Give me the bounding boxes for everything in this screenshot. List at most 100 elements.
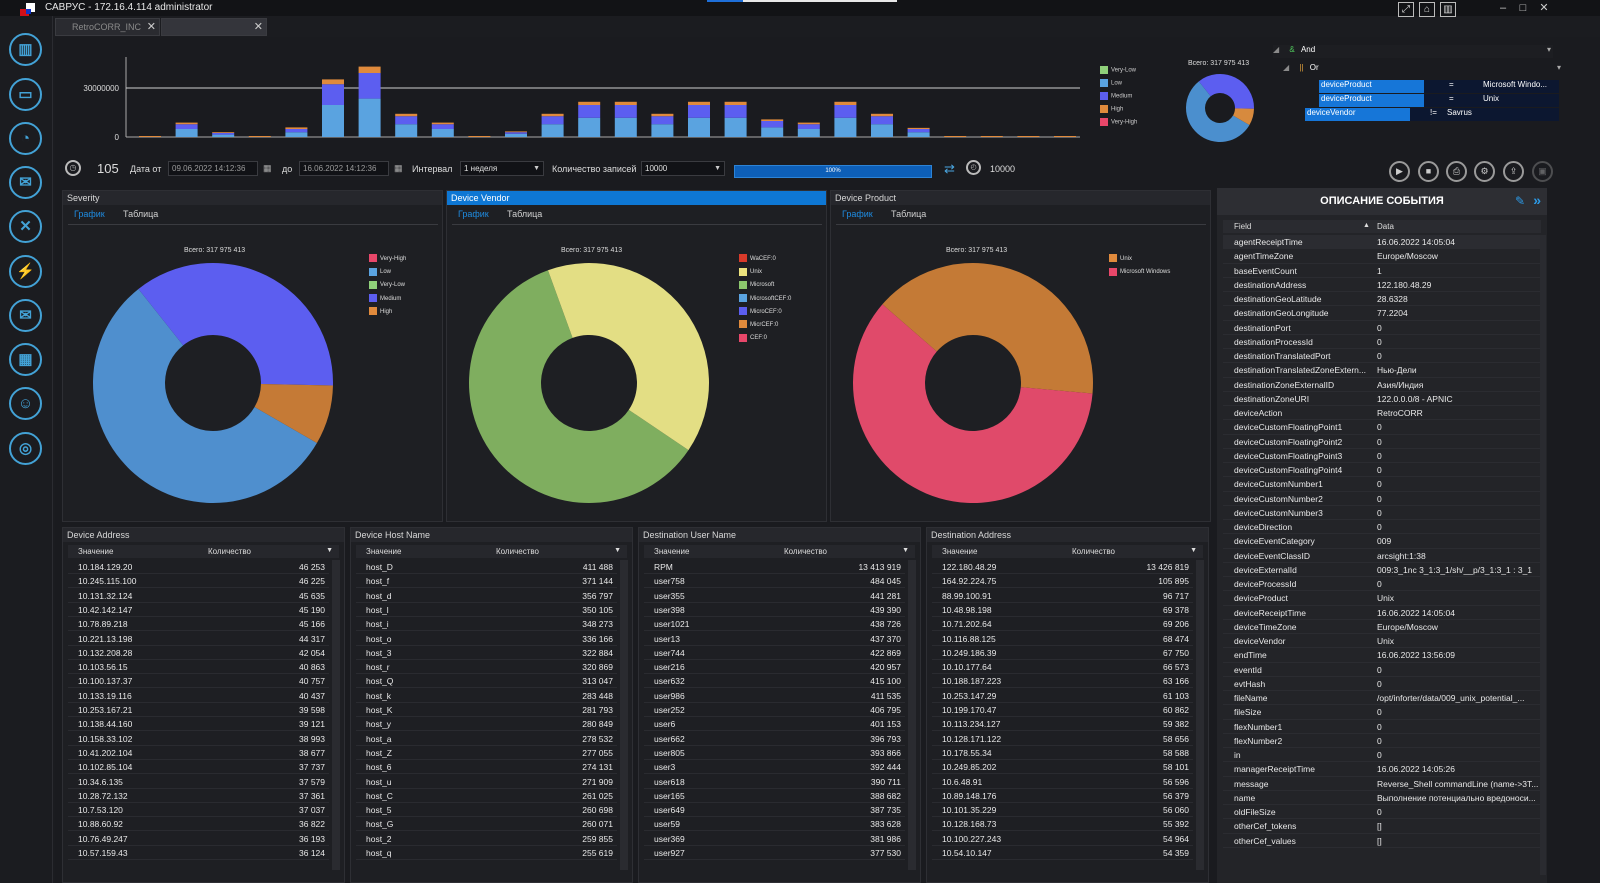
- table-row[interactable]: 10.132.208.28 42 054: [68, 646, 329, 660]
- bar-segment[interactable]: [688, 101, 710, 105]
- pie-slice[interactable]: [547, 263, 709, 451]
- date-to-input[interactable]: 16.06.2022 14:12:36: [299, 161, 389, 176]
- table-row[interactable]: 10.249.85.202 58 101: [932, 760, 1193, 775]
- table-row[interactable]: 10.103.56.15 40 863: [68, 660, 329, 675]
- table-row[interactable]: 10.131.32.124 45 635: [68, 589, 329, 603]
- dropdown-arrow-icon[interactable]: ▾: [1556, 63, 1561, 72]
- tab-table[interactable]: Таблица: [507, 209, 543, 219]
- bar-segment[interactable]: [614, 105, 637, 118]
- table-row[interactable]: 10.78.89.218 45 166: [68, 617, 329, 632]
- chart-icon[interactable]: ▥: [1440, 2, 1456, 17]
- bar-segment[interactable]: [871, 113, 893, 117]
- event-row[interactable]: deviceCustomFloatingPoint3 0: [1223, 449, 1541, 463]
- event-row[interactable]: baseEventCount 1: [1223, 264, 1541, 278]
- tab-retrocorr[interactable]: RetroCORR_INC ✕: [55, 18, 160, 36]
- dropdown-arrow-icon[interactable]: ▾: [1546, 45, 1551, 54]
- stop-button[interactable]: ■: [1418, 161, 1439, 182]
- table-row[interactable]: host_k 283 448: [356, 689, 617, 703]
- bar-segment[interactable]: [285, 129, 308, 133]
- table-row[interactable]: 10.184.129.20 46 253: [68, 560, 329, 574]
- table-row[interactable]: 10.100.227.243 54 964: [932, 832, 1193, 846]
- event-row[interactable]: fileName/opt/inforter/data/009_unix_pote…: [1223, 691, 1541, 706]
- pie-slice[interactable]: [138, 263, 333, 386]
- table-row[interactable]: 10.57.159.43 36 124: [68, 846, 329, 860]
- event-row[interactable]: destinationAddress 122.180.48.29: [1223, 278, 1541, 292]
- tools-icon[interactable]: ✕: [9, 210, 42, 243]
- event-row[interactable]: deviceCustomNumber1 0: [1223, 477, 1541, 492]
- bar-segment[interactable]: [907, 132, 930, 137]
- filter-condition[interactable]: deviceProduct = Unix: [1319, 94, 1559, 107]
- bar-segment[interactable]: [614, 117, 637, 137]
- event-row[interactable]: destinationGeoLatitude 28.6328: [1223, 292, 1541, 307]
- event-row[interactable]: deviceCustomFloatingPoint2 0: [1223, 435, 1541, 449]
- bar-segment[interactable]: [797, 122, 820, 125]
- table-row[interactable]: 10.89.148.176 56 379: [932, 789, 1193, 803]
- table-row[interactable]: 10.102.85.104 37 737: [68, 760, 329, 775]
- bar-segment[interactable]: [651, 116, 674, 125]
- table-row[interactable]: user758 484 045: [644, 574, 905, 589]
- table-row[interactable]: 122.180.48.29 13 426 819: [932, 560, 1193, 574]
- home-icon[interactable]: ⌂: [1419, 2, 1435, 17]
- bar-segment[interactable]: [212, 134, 235, 137]
- table-row[interactable]: 10.101.35.229 56 060: [932, 803, 1193, 818]
- table-row[interactable]: 10.138.44.160 39 121: [68, 717, 329, 732]
- bar-segment[interactable]: [724, 101, 747, 105]
- tab-table[interactable]: Таблица: [123, 209, 159, 219]
- table-row[interactable]: host_i 348 273: [356, 617, 617, 632]
- bar-segment[interactable]: [541, 113, 564, 117]
- bar-segment[interactable]: [688, 117, 710, 137]
- table-row[interactable]: user744 422 869: [644, 646, 905, 660]
- event-row[interactable]: agentReceiptTime 16.06.2022 14:05:04: [1223, 235, 1541, 250]
- column-value[interactable]: Значение: [942, 547, 978, 556]
- table-scrollbar[interactable]: [332, 560, 340, 870]
- table-row[interactable]: RPM 13 413 919: [644, 560, 905, 574]
- column-data[interactable]: Data: [1377, 222, 1394, 231]
- user-icon[interactable]: ☺: [9, 387, 42, 420]
- close-button[interactable]: ✕: [1539, 2, 1549, 14]
- table-scrollbar[interactable]: [620, 560, 628, 870]
- table-row[interactable]: host_6 274 131: [356, 760, 617, 775]
- table-row[interactable]: user165 388 682: [644, 789, 905, 803]
- table-row[interactable]: user3 392 444: [644, 760, 905, 775]
- tab-table[interactable]: Таблица: [891, 209, 927, 219]
- event-row[interactable]: message Reverse_Shell commandLine (name->…: [1223, 777, 1541, 791]
- table-row[interactable]: host_G 260 071: [356, 817, 617, 832]
- bar-segment[interactable]: [834, 101, 857, 105]
- bar-segment[interactable]: [358, 73, 381, 99]
- table-row[interactable]: host_D 411 488: [356, 560, 617, 574]
- event-row[interactable]: deviceEventClassID arcsight:1:38: [1223, 549, 1541, 563]
- event-row[interactable]: destinationZoneURI 122.0.0.0/8 - APNIC: [1223, 392, 1541, 406]
- bar-segment[interactable]: [395, 116, 418, 125]
- column-value[interactable]: Значение: [366, 547, 402, 556]
- bar-segment[interactable]: [578, 117, 601, 137]
- table-row[interactable]: 10.133.19.116 40 437: [68, 689, 329, 703]
- records-select[interactable]: 10000 ▼: [641, 161, 725, 176]
- tab-chart[interactable]: ✕: [161, 18, 267, 36]
- event-row[interactable]: in 0: [1223, 748, 1541, 763]
- event-row[interactable]: destinationProcessId 0: [1223, 335, 1541, 349]
- column-value[interactable]: Значение: [78, 547, 114, 556]
- bar-segment[interactable]: [358, 66, 381, 73]
- close-tab-icon[interactable]: ✕: [253, 21, 263, 33]
- pie-slice[interactable]: [469, 270, 689, 503]
- bar-segment[interactable]: [212, 133, 235, 135]
- bar-segment[interactable]: [871, 124, 893, 137]
- dashboard-icon[interactable]: ▥: [9, 33, 42, 66]
- bar-segment[interactable]: [724, 117, 747, 137]
- bar-segment[interactable]: [688, 105, 710, 118]
- table-scrollbar[interactable]: [1196, 560, 1204, 870]
- date-from-input[interactable]: 09.06.2022 14:12:36: [168, 161, 258, 176]
- sync-icon[interactable]: ⇄: [944, 161, 955, 176]
- bar-segment[interactable]: [175, 122, 198, 125]
- table-scrollbar[interactable]: [908, 560, 916, 870]
- table-row[interactable]: user986 411 535: [644, 689, 905, 703]
- fullscreen-icon[interactable]: ⤢: [1398, 2, 1414, 17]
- table-row[interactable]: host_C 261 025: [356, 789, 617, 803]
- table-row[interactable]: 10.178.55.34 58 588: [932, 746, 1193, 760]
- event-row[interactable]: deviceReceiptTime 16.06.2022 14:05:04: [1223, 606, 1541, 620]
- pie-slice[interactable]: [93, 288, 317, 503]
- table-row[interactable]: user6 401 153: [644, 717, 905, 732]
- bar-segment[interactable]: [614, 101, 637, 105]
- event-row[interactable]: flexNumber1 0: [1223, 720, 1541, 734]
- event-row[interactable]: destinationTranslatedPort 0: [1223, 349, 1541, 364]
